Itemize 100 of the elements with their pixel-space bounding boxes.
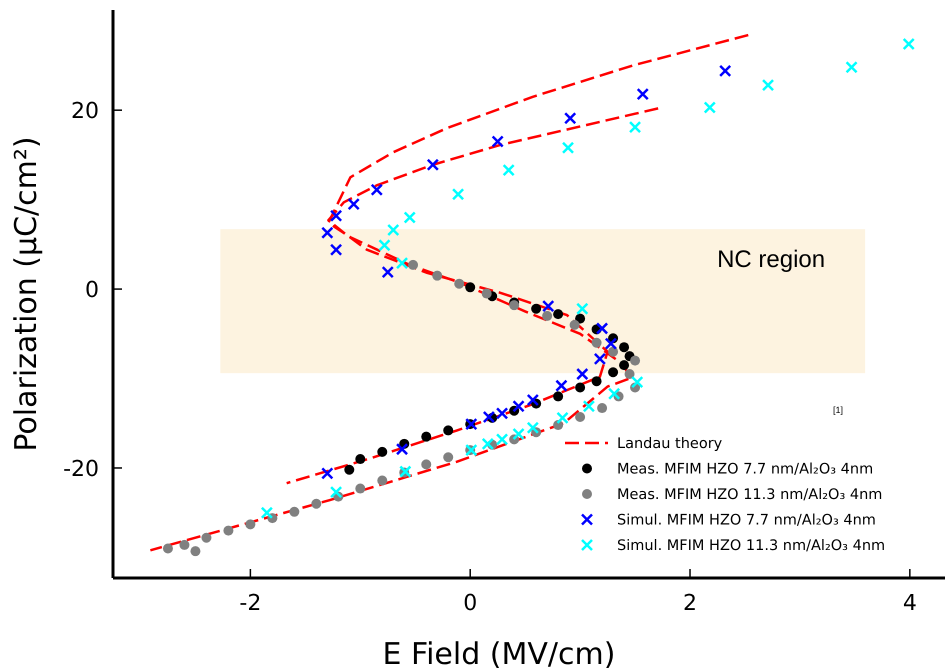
y-tick-label: 20: [71, 99, 99, 124]
y-tick-label: -20: [63, 456, 99, 482]
point: [556, 412, 569, 424]
point: [542, 300, 554, 312]
point: [377, 476, 388, 486]
point: [355, 454, 366, 464]
point: [555, 379, 568, 392]
point: [718, 64, 732, 78]
point: [512, 428, 525, 440]
point: [396, 256, 408, 270]
point: [630, 356, 640, 366]
point: [592, 338, 602, 348]
point: [330, 486, 342, 498]
point: [704, 101, 716, 114]
point: [575, 314, 586, 324]
point: [404, 211, 416, 224]
point: [443, 452, 454, 462]
point: [330, 243, 342, 256]
point: [347, 198, 360, 210]
point: [190, 546, 200, 556]
point: [330, 209, 342, 222]
point: [553, 391, 564, 402]
point: [762, 78, 774, 92]
point: [608, 387, 620, 400]
legend-label: Meas. MFIM HZO 11.3 nm/Al₂O₃ 4nm: [617, 487, 882, 503]
x-tick-label: 4: [902, 591, 917, 616]
y-axis-title: Polarization (μC/cm²): [9, 136, 44, 452]
point: [396, 442, 408, 456]
point: [465, 444, 478, 456]
point: [382, 266, 394, 278]
point: [553, 309, 564, 320]
point: [378, 239, 391, 252]
point: [355, 484, 366, 494]
point: [631, 376, 644, 388]
point: [576, 302, 589, 316]
point: [619, 342, 630, 352]
point: [604, 337, 618, 350]
point: [570, 320, 580, 330]
point: [162, 543, 173, 554]
point: [370, 184, 384, 196]
point: [594, 352, 606, 366]
y-tick-label: 0: [85, 278, 99, 304]
point: [387, 224, 400, 236]
x-tick-label: -2: [239, 591, 262, 616]
point: [531, 304, 542, 314]
point: [399, 465, 412, 478]
point: [201, 532, 212, 543]
point: [482, 410, 496, 424]
point: [628, 120, 642, 134]
point: [408, 260, 418, 270]
band-label: NC region: [717, 246, 826, 274]
point: [509, 300, 520, 310]
point: [223, 526, 234, 536]
point: [502, 164, 515, 176]
legend-label: Meas. MFIM HZO 7.7 nm/Al₂O₃ 4nm: [617, 462, 874, 478]
legend-label: Landau theory: [617, 436, 723, 452]
x-axis-title: E Field (MV/cm): [382, 637, 616, 669]
point: [596, 322, 608, 335]
point: [421, 459, 432, 470]
point: [845, 60, 858, 74]
point: [179, 540, 190, 550]
point: [491, 135, 504, 148]
point: [260, 506, 274, 519]
point: [421, 432, 432, 442]
point: [592, 376, 602, 386]
x-tick-label: 2: [683, 591, 698, 616]
point: [321, 467, 334, 480]
point: [562, 142, 574, 154]
point: [902, 38, 915, 50]
point: [454, 278, 464, 289]
point: [496, 433, 508, 446]
point: [624, 369, 635, 380]
legend-label: Simul. MFIM HZO 7.7 nm/Al₂O₃ 4nm: [617, 512, 876, 528]
point: [608, 367, 618, 378]
point: [526, 394, 540, 406]
point: [582, 400, 596, 413]
point: [432, 270, 442, 281]
point: [443, 425, 454, 436]
point: [576, 368, 589, 380]
point: [597, 403, 608, 414]
x-tick-label: 0: [463, 591, 478, 616]
point: [465, 418, 478, 430]
annotation: [1]: [832, 405, 844, 415]
point: [344, 464, 354, 475]
legend-label: Simul. MFIM HZO 11.3 nm/Al₂O₃ 4nm: [617, 538, 886, 554]
point: [619, 360, 630, 370]
point: [289, 506, 300, 517]
point: [311, 498, 322, 509]
point: [377, 446, 388, 457]
point: [542, 310, 552, 321]
point: [575, 382, 586, 392]
point: [245, 519, 256, 530]
point: [321, 226, 334, 239]
point: [526, 421, 540, 434]
point: [482, 438, 494, 450]
point: [512, 400, 525, 413]
point: [465, 282, 476, 292]
point: [608, 346, 618, 357]
point: [636, 88, 650, 100]
point: [575, 412, 586, 422]
